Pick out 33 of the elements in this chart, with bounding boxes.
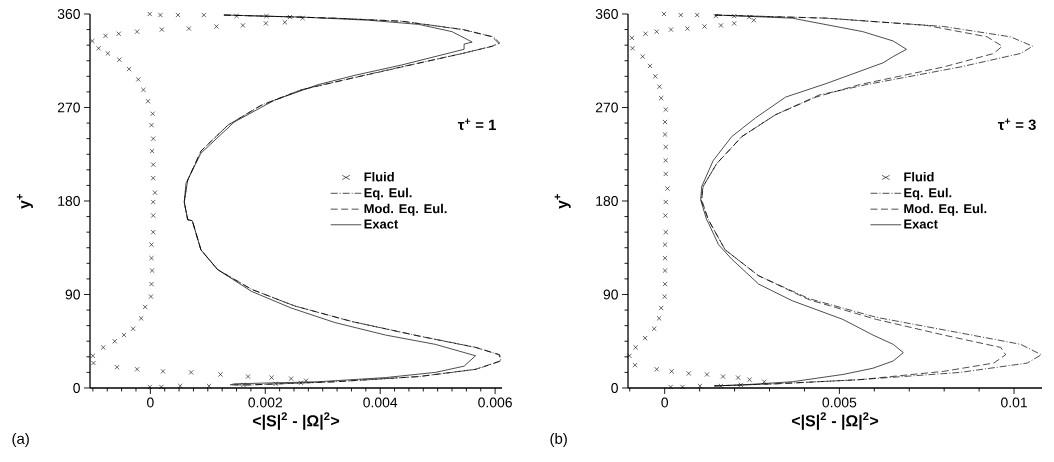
x-tick-label: 0 <box>661 397 669 408</box>
y-tick-label: 360 <box>595 9 618 19</box>
annotation: τ$^{+}$ = 1 <box>457 118 496 131</box>
y-tick-label: 0 <box>73 383 80 393</box>
y-axis-title: y$^{+}$ <box>16 194 33 209</box>
x-tick-label: 0.004 <box>363 397 398 408</box>
x-tick-label: 0.006 <box>478 397 512 408</box>
x-tick-label: 0.01 <box>1001 397 1027 408</box>
x-tick-label: 0 <box>147 397 154 408</box>
y-tick-label: 360 <box>57 9 80 19</box>
annotation: τ$^{+}$ = 3 <box>997 118 1036 131</box>
y-tick-label: 90 <box>603 289 618 300</box>
x-tick-label: 0.005 <box>822 397 857 408</box>
y-axis-title: y$^{+}$ <box>554 194 571 209</box>
x-axis-title: <|S|$^{2}$ - |Ω|$^{2}$> <box>252 412 340 430</box>
y-tick-label: 270 <box>595 102 618 113</box>
x-tick-label: 0.002 <box>248 397 283 408</box>
text: (a) <box>12 433 29 447</box>
y-tick-label: 90 <box>65 289 80 300</box>
legend-label: Mod. Eq. Eul. <box>904 203 987 216</box>
legend-label: Eq. Eul. <box>904 187 952 200</box>
legend-label: Fluid <box>364 171 394 182</box>
y-tick-label: 270 <box>57 102 80 113</box>
y-tick-label: 180 <box>596 196 618 206</box>
legend-label: Mod. Eq. Eul. <box>364 203 447 216</box>
text: (b) <box>550 433 567 447</box>
legend-label: Eq. Eul. <box>364 187 412 200</box>
y-tick-label: 0 <box>611 383 618 393</box>
legend-label: Exact <box>364 219 399 229</box>
legend-label: Exact <box>904 219 938 229</box>
x-axis-title: <|S|$^{2}$ - |Ω|$^{2}$> <box>791 412 879 430</box>
y-tick-label: 180 <box>58 196 80 206</box>
legend-label: Fluid <box>904 171 934 182</box>
